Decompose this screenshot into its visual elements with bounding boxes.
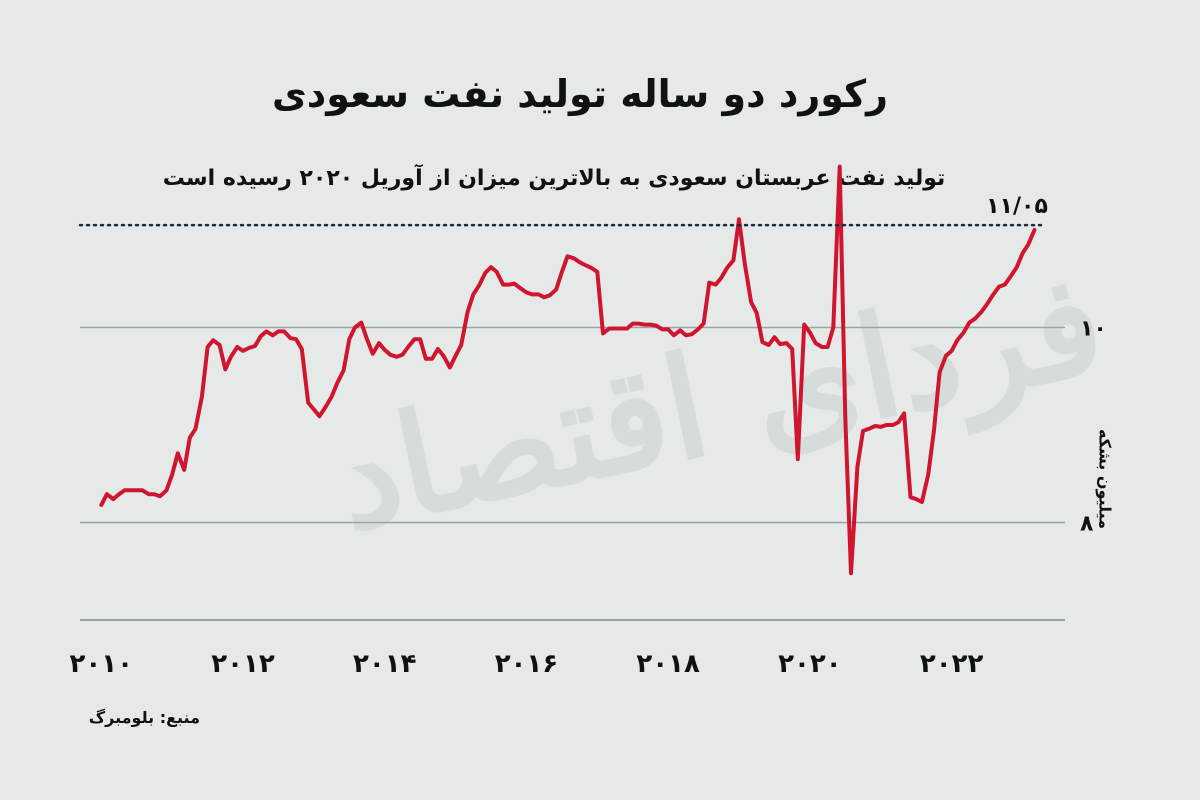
x-tick-label: ۲۰۲۲ [920,649,984,679]
x-tick-label: ۲۰۱۲ [211,649,275,679]
reference-layer: ۱۱/۰۵ [78,194,1048,227]
source-note: منبع: بلومبرگ [88,708,200,727]
chart-subtitle: تولید نفت عربستان سعودی به بالاترین میزا… [162,166,946,191]
series-layer [99,164,1037,576]
y-axis-label: میلیون بشکه [1095,428,1115,530]
y-tick-label: ۸ [1080,512,1094,537]
x-tick-label: ۲۰۲۰ [778,649,841,679]
reference-label: ۱۱/۰۵ [986,194,1048,219]
x-tick-label: ۲۰۱۸ [636,649,700,679]
x-tick-label: ۲۰۱۴ [353,649,416,679]
y-tick-label: ۱۰ [1080,317,1107,342]
x-tick-label: ۲۰۱۰ [70,649,133,679]
tick-labels: ۸ ۱۰ ۲۰۱۰ ۲۰۱۲ ۲۰۱۴ ۲۰۱۶ ۲۰۱۸ ۲۰۲۰ ۲۰۲۲ [70,317,1107,680]
gridlines [80,326,1065,621]
series-line [99,164,1037,576]
x-tick-label: ۲۰۱۶ [495,649,558,679]
chart-title: رکورد دو ساله تولید نفت سعودی [271,72,889,116]
